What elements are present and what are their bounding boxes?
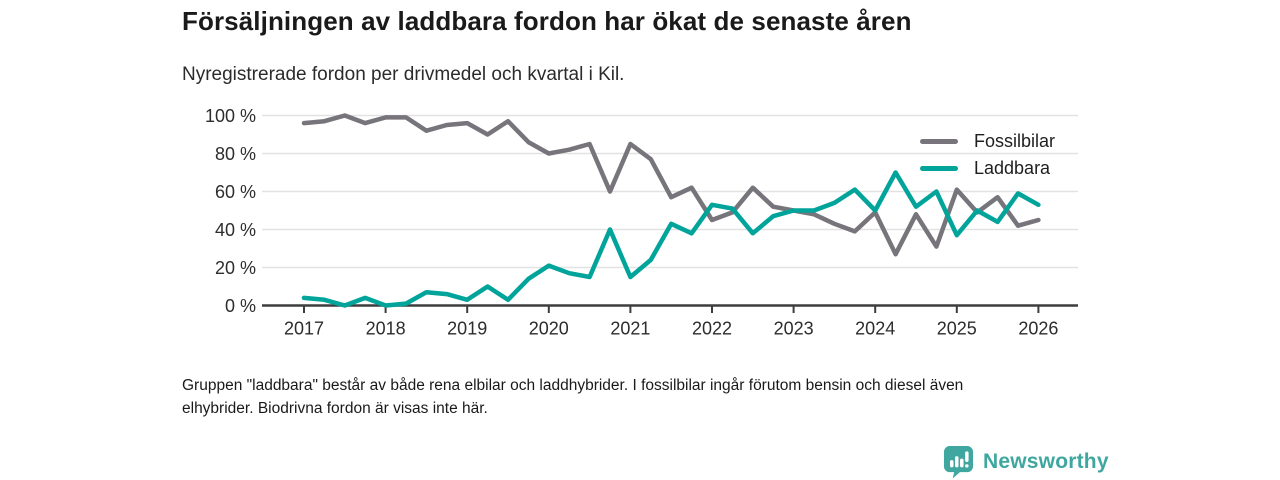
svg-text:60 %: 60 % <box>215 182 256 202</box>
series-line-laddbara <box>301 170 1041 308</box>
svg-text:2020: 2020 <box>529 319 569 339</box>
svg-text:2021: 2021 <box>610 319 650 339</box>
newsworthy-logo: Newsworthy <box>943 445 1109 479</box>
legend-item-laddbara: Laddbara <box>916 157 1062 179</box>
svg-text:0 %: 0 % <box>225 296 256 316</box>
svg-text:2024: 2024 <box>855 319 895 339</box>
svg-text:40 %: 40 % <box>215 220 256 240</box>
svg-text:2022: 2022 <box>692 319 732 339</box>
legend-label: Laddbara <box>974 157 1051 178</box>
footnote-line-1: Gruppen "laddbara" består av både rena e… <box>182 377 964 394</box>
newsworthy-logo-text: Newsworthy <box>983 450 1109 473</box>
svg-text:2026: 2026 <box>1018 319 1058 339</box>
line-chart: 0 % 20 % 40 % 60 % 80 % 100 % 2017 2018 2019 2020… <box>205 106 1078 339</box>
y-axis-labels: 0 % 20 % 40 % 60 % 80 % 100 % <box>205 106 256 316</box>
svg-text:100 %: 100 % <box>205 106 256 126</box>
legend-label: Fossilbilar <box>974 130 1056 151</box>
line-chart-area: 0 % 20 % 40 % 60 % 80 % 100 % 2017 2018 2019 2020… <box>180 98 1100 348</box>
page-subtitle: Nyregistrerade fordon per drivmedel och … <box>182 64 625 85</box>
svg-text:80 %: 80 % <box>215 144 256 164</box>
footnote-line-2: elhybrider. Biodrivna fordon är visas in… <box>182 399 488 417</box>
svg-text:2019: 2019 <box>447 319 487 339</box>
svg-text:20 %: 20 % <box>215 258 256 278</box>
series-line-fossilbilar <box>301 113 1041 257</box>
legend-item-fossilbilar: Fossilbilar <box>916 130 1062 152</box>
svg-text:2023: 2023 <box>774 319 814 339</box>
laddbara-line-swatch <box>920 165 958 171</box>
chart-footnote: Gruppen "laddbara" består av både rena e… <box>182 375 1092 420</box>
svg-text:2025: 2025 <box>937 319 977 339</box>
chart-legend: Fossilbilar Laddbara <box>916 130 1062 179</box>
fossilbilar-line-swatch <box>920 138 958 144</box>
newsworthy-logo-icon <box>943 446 974 479</box>
page-title: Försäljningen av laddbara fordon har öka… <box>182 6 912 36</box>
svg-text:2018: 2018 <box>366 319 406 339</box>
x-axis: 2017 2018 2019 2020 2021 2022 2023 2024 2025 2026 <box>262 304 1078 339</box>
svg-text:2017: 2017 <box>284 319 324 339</box>
